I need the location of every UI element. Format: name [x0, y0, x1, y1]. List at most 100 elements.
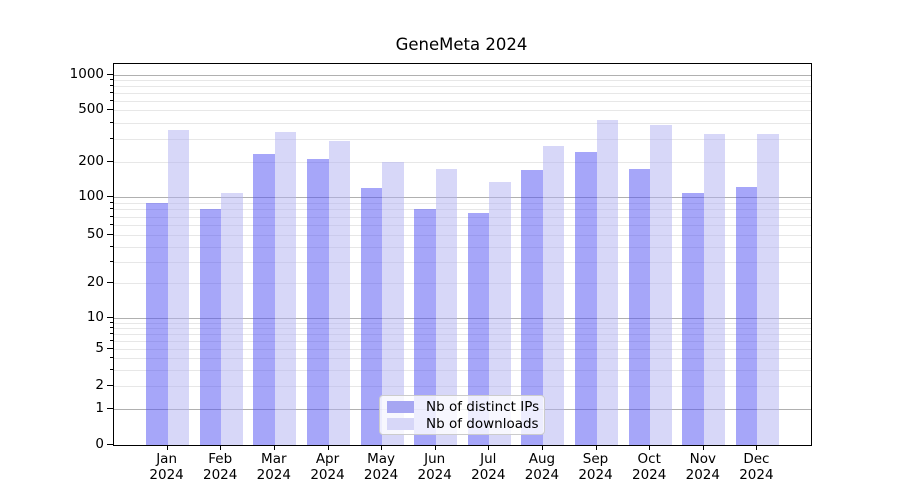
y-tick-label: 50 — [86, 226, 104, 242]
y-minor-tick-mark — [110, 85, 113, 87]
bar-distinct-ips — [628, 168, 651, 445]
gridline-major — [114, 197, 811, 198]
y-tick-label: 10 — [86, 309, 104, 325]
legend-item-downloads: Nb of downloads — [380, 416, 544, 432]
bar-distinct-ips — [307, 159, 329, 445]
y-tick-mark — [107, 385, 113, 386]
bar-downloads — [382, 162, 404, 445]
gridline-minor — [114, 80, 811, 82]
gridline-minor — [114, 369, 811, 371]
gridline-minor — [114, 283, 811, 284]
x-tick-label: Dec 2024 — [739, 451, 774, 483]
y-tick-mark — [107, 408, 113, 409]
y-minor-tick-mark — [110, 357, 113, 358]
bar-distinct-ips — [467, 212, 490, 445]
y-tick-label: 5 — [95, 340, 104, 356]
bar-downloads — [435, 168, 458, 445]
y-minor-tick-mark — [110, 201, 113, 203]
x-tick-label: Apr 2024 — [310, 451, 345, 483]
y-tick-mark — [107, 317, 113, 318]
bar-downloads — [757, 133, 779, 445]
y-minor-tick-mark — [110, 208, 113, 210]
gridline-minor — [114, 139, 811, 140]
x-tick-label: Mar 2024 — [256, 451, 291, 483]
gridline-minor — [114, 358, 811, 359]
legend-item-distinct-ips: Nb of distinct IPs — [380, 399, 544, 415]
y-minor-tick-mark — [110, 99, 113, 101]
bar-downloads — [489, 181, 511, 445]
y-tick-label: 2 — [95, 377, 104, 393]
y-minor-tick-mark — [110, 224, 113, 225]
y-tick-mark — [107, 196, 113, 197]
x-tick-label: Feb 2024 — [203, 451, 238, 483]
x-tick-label: Jul 2024 — [471, 451, 506, 483]
x-tick-label: Nov 2024 — [685, 451, 720, 483]
y-tick-label: 0 — [95, 436, 104, 452]
x-tick-mark — [434, 445, 436, 450]
gridline-minor — [114, 100, 811, 102]
gridline-minor — [114, 225, 811, 226]
bar-distinct-ips — [414, 209, 436, 445]
x-tick-mark — [541, 445, 543, 450]
plot-area: Nb of distinct IPs Nb of downloads — [113, 63, 812, 446]
gridline-minor — [114, 202, 811, 204]
x-tick-mark — [220, 445, 222, 450]
bar-distinct-ips — [521, 170, 543, 445]
gridline-major — [114, 318, 811, 319]
gridline-minor — [114, 162, 811, 163]
chart-title: GeneMeta 2024 — [395, 35, 528, 54]
bar-downloads — [167, 130, 190, 445]
gridline-major — [114, 75, 811, 76]
bar-downloads — [221, 193, 243, 445]
bar-downloads — [650, 124, 672, 445]
y-minor-tick-mark — [110, 327, 113, 328]
y-minor-tick-mark — [110, 215, 113, 217]
y-minor-tick-mark — [110, 79, 113, 81]
gridline-minor — [114, 340, 811, 342]
gridline-minor — [114, 235, 811, 236]
bar-distinct-ips — [360, 187, 383, 445]
y-minor-tick-mark — [110, 260, 113, 262]
legend-label-distinct-ips: Nb of distinct IPs — [426, 398, 540, 415]
y-tick-mark — [107, 348, 113, 349]
y-tick-label: 500 — [78, 101, 104, 117]
x-tick-label: Aug 2024 — [524, 451, 560, 483]
y-minor-tick-mark — [110, 121, 113, 123]
y-minor-tick-mark — [110, 339, 113, 341]
bar-downloads — [596, 119, 618, 445]
y-tick-mark — [107, 444, 113, 445]
x-tick-label: Jun 2024 — [417, 451, 452, 483]
x-tick-label: Jan 2024 — [149, 451, 184, 483]
x-tick-label: May 2024 — [363, 451, 399, 483]
x-tick-mark — [166, 445, 168, 450]
x-tick-mark — [756, 445, 758, 450]
x-tick-mark — [702, 445, 704, 450]
gridline-minor — [114, 261, 811, 263]
y-tick-mark — [107, 74, 113, 75]
x-tick-label: Sep 2024 — [578, 451, 613, 483]
gridline-minor — [114, 209, 811, 211]
bar-distinct-ips — [253, 154, 275, 445]
bar-downloads — [703, 133, 726, 445]
y-tick-mark — [107, 161, 113, 162]
y-minor-tick-mark — [110, 138, 113, 139]
y-tick-label: 1 — [95, 400, 104, 416]
bar-downloads — [274, 131, 297, 445]
x-tick-mark — [595, 445, 597, 450]
bar-downloads — [542, 146, 565, 445]
y-tick-label: 200 — [78, 153, 104, 169]
y-minor-tick-mark — [110, 368, 113, 370]
x-tick-mark — [273, 445, 275, 450]
y-tick-mark — [107, 234, 113, 235]
gridline-minor — [114, 93, 811, 94]
gridline-minor — [114, 246, 811, 248]
gridline-minor — [114, 216, 811, 218]
gridline-minor — [114, 349, 811, 350]
bar-distinct-ips — [682, 193, 704, 445]
y-tick-mark — [107, 282, 113, 283]
gridline-minor — [114, 334, 811, 335]
legend: Nb of distinct IPs Nb of downloads — [379, 395, 545, 435]
bar-distinct-ips — [199, 208, 222, 445]
y-tick-mark — [107, 109, 113, 110]
